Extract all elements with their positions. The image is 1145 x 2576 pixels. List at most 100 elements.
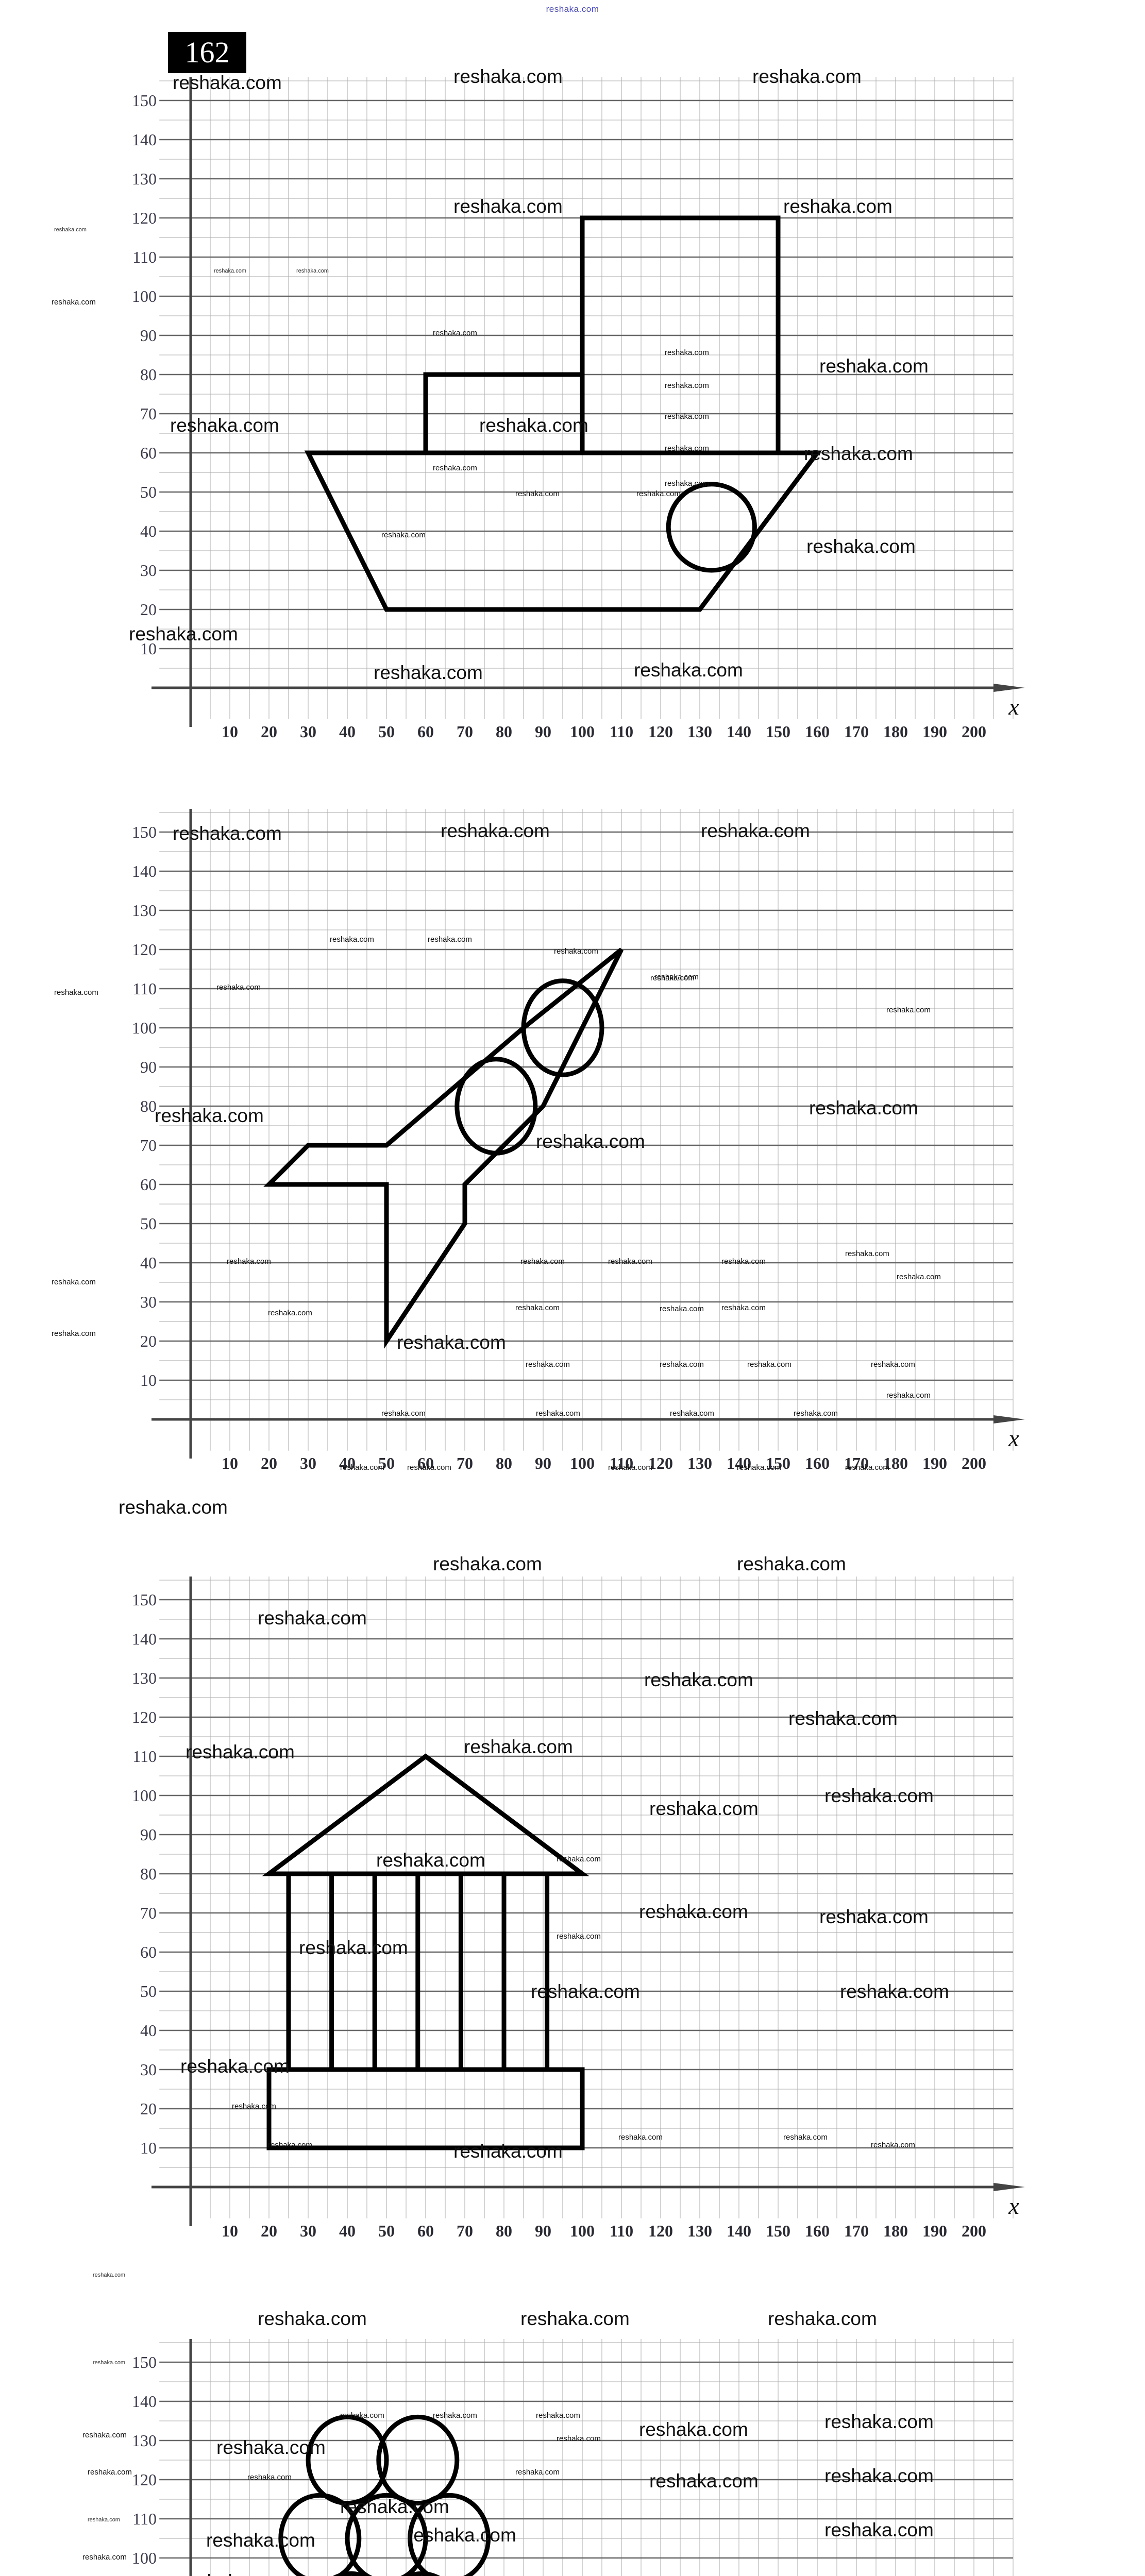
- svg-text:130: 130: [132, 1669, 157, 1687]
- svg-text:20: 20: [261, 722, 277, 741]
- svg-text:70: 70: [457, 2222, 473, 2240]
- svg-text:40: 40: [339, 1454, 356, 1472]
- svg-text:140: 140: [132, 862, 157, 880]
- svg-text:10: 10: [140, 639, 157, 658]
- svg-text:80: 80: [496, 722, 512, 741]
- svg-text:130: 130: [132, 170, 157, 188]
- figure-shapes: [262, 1753, 590, 2150]
- svg-text:150: 150: [766, 1454, 790, 1472]
- svg-text:180: 180: [883, 2222, 908, 2240]
- svg-text:130: 130: [132, 2431, 157, 2450]
- svg-text:40: 40: [140, 2021, 157, 2040]
- svg-text:200: 200: [962, 2222, 986, 2240]
- svg-text:120: 120: [648, 1454, 673, 1472]
- figure-boat: yx10203040506070809010011012013014015016…: [0, 77, 1145, 799]
- svg-text:100: 100: [132, 2549, 157, 2567]
- figure-shapes: [278, 2414, 491, 2576]
- svg-text:110: 110: [132, 1747, 157, 1766]
- svg-text:30: 30: [300, 1454, 316, 1472]
- watermark-fig2: reshaka.com: [433, 1553, 542, 1574]
- svg-text:180: 180: [883, 722, 908, 741]
- svg-text:150: 150: [132, 2353, 157, 2371]
- svg-text:200: 200: [962, 722, 986, 741]
- chart-2: yx10203040506070809010011012013014015016…: [132, 1577, 1025, 2240]
- svg-text:10: 10: [140, 2139, 157, 2157]
- shape-base: [266, 2067, 585, 2150]
- shape-lower-cabin: [423, 372, 582, 453]
- svg-text:120: 120: [132, 1708, 157, 1726]
- svg-text:150: 150: [766, 722, 790, 741]
- svg-text:150: 150: [766, 2222, 790, 2240]
- figure-rocket: yx10203040506070809010011012013014015016…: [0, 809, 1145, 1530]
- svg-text:80: 80: [140, 1865, 157, 1883]
- svg-text:90: 90: [535, 1454, 551, 1472]
- exercise-number-badge: 162: [168, 32, 246, 73]
- shape-window-upper: [521, 978, 604, 1077]
- shape-porthole: [666, 482, 757, 573]
- chart-3: yx10203040506070809010011012013014015016…: [132, 2339, 1014, 2576]
- svg-text:60: 60: [140, 444, 157, 462]
- svg-text:120: 120: [132, 940, 157, 959]
- svg-text:100: 100: [132, 1786, 157, 1805]
- figure-shapes: [304, 215, 822, 612]
- svg-text:90: 90: [140, 1058, 157, 1076]
- svg-text:80: 80: [140, 1097, 157, 1115]
- svg-text:50: 50: [140, 483, 157, 501]
- svg-text:70: 70: [457, 722, 473, 741]
- svg-text:100: 100: [132, 1019, 157, 1037]
- shape-funnel: [580, 215, 781, 453]
- svg-text:140: 140: [132, 1630, 157, 1648]
- svg-text:190: 190: [922, 1454, 947, 1472]
- svg-text:140: 140: [727, 1454, 751, 1472]
- y-tick-labels: 1020304050607080901001101201301401501601…: [132, 91, 157, 658]
- svg-text:120: 120: [648, 722, 673, 741]
- svg-text:130: 130: [687, 722, 712, 741]
- svg-text:20: 20: [140, 2099, 157, 2118]
- shape-petal-middle-left: [278, 2493, 362, 2576]
- svg-text:30: 30: [140, 561, 157, 580]
- svg-text:50: 50: [378, 722, 395, 741]
- svg-text:140: 140: [727, 2222, 751, 2240]
- svg-text:60: 60: [417, 1454, 434, 1472]
- svg-text:130: 130: [132, 901, 157, 920]
- svg-text:150: 150: [132, 1590, 157, 1609]
- svg-text:40: 40: [140, 522, 157, 540]
- axes: [151, 809, 1025, 1459]
- svg-text:100: 100: [570, 722, 595, 741]
- y-tick-labels: 1020304050607080901001101201301401501601…: [132, 1590, 157, 2157]
- svg-text:160: 160: [805, 722, 830, 741]
- x-axis-label: x: [1008, 1425, 1019, 1451]
- svg-text:40: 40: [140, 1253, 157, 1272]
- svg-text:60: 60: [140, 1943, 157, 1961]
- svg-text:10: 10: [222, 2222, 238, 2240]
- svg-text:140: 140: [132, 2392, 157, 2411]
- svg-text:120: 120: [648, 2222, 673, 2240]
- svg-text:110: 110: [610, 2222, 633, 2240]
- watermark-fig2: reshaka.com: [737, 1553, 846, 1574]
- svg-text:50: 50: [140, 1982, 157, 2001]
- shape-rocket-body: [263, 947, 624, 1349]
- watermark-fig3: reshaka.com: [768, 2308, 877, 2329]
- svg-text:60: 60: [417, 722, 434, 741]
- grid-major: [159, 2361, 1013, 2559]
- x-tick-labels: 10 20 30 40 50 60 70 80 90 100 110 120 130 140 150 160 1…: [222, 2222, 986, 2240]
- svg-text:70: 70: [140, 1136, 157, 1155]
- svg-text:80: 80: [140, 365, 157, 384]
- svg-text:170: 170: [844, 722, 869, 741]
- svg-text:170: 170: [844, 1454, 869, 1472]
- x-tick-labels: 10 20 30 40 50 60 70 80 90 100 110 120 130 140 150 160 1…: [222, 722, 986, 741]
- shape-roof: [262, 1753, 590, 1876]
- svg-text:60: 60: [417, 2222, 434, 2240]
- svg-text:50: 50: [140, 1214, 157, 1233]
- svg-text:140: 140: [132, 130, 157, 149]
- svg-text:130: 130: [687, 1454, 712, 1472]
- svg-text:200: 200: [962, 1454, 986, 1472]
- svg-text:20: 20: [261, 1454, 277, 1472]
- chart-0: yx10203040506070809010011012013014015016…: [132, 77, 1025, 741]
- chart-1: yx10203040506070809010011012013014015016…: [132, 809, 1025, 1472]
- shape-petal-middle-right: [408, 2493, 491, 2576]
- svg-text:110: 110: [132, 979, 157, 998]
- shape-window-lower: [454, 1057, 538, 1156]
- axes: [151, 77, 1025, 727]
- svg-text:80: 80: [496, 2222, 512, 2240]
